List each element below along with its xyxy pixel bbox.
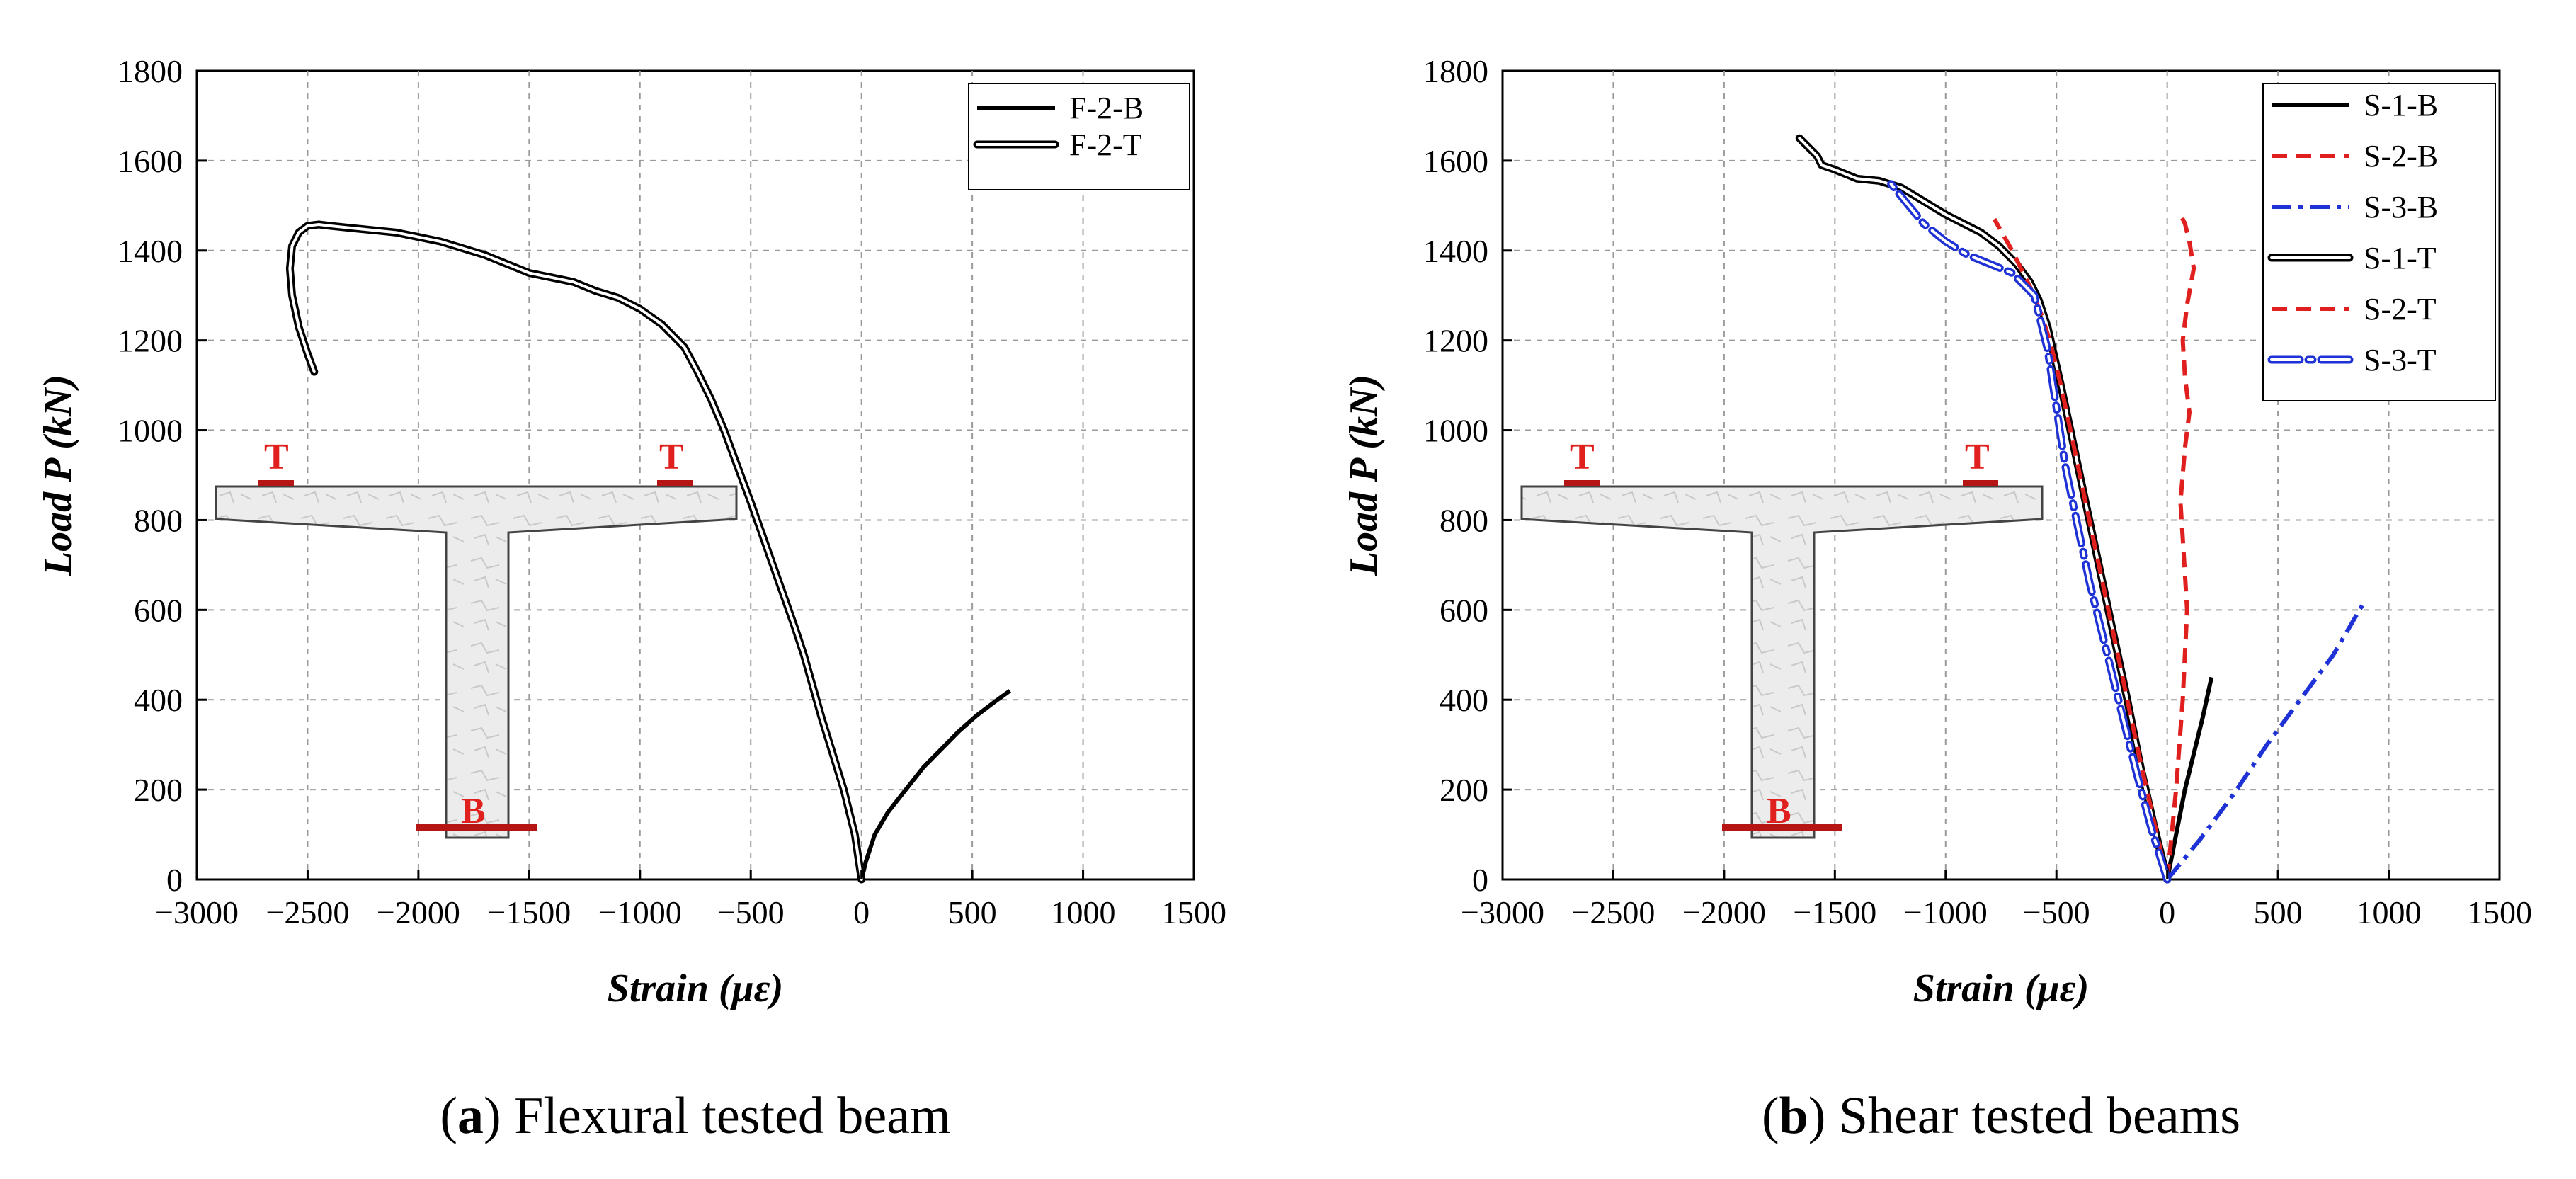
legend-a: F-2-BF-2-T	[968, 83, 1190, 190]
x-tick-label: 0	[2159, 894, 2175, 930]
x-tick-label: −1000	[598, 894, 682, 930]
x-tick-labels-b: −3000 −2500 −2000 −1500 −1000 −500 0 500 1000 150…	[1461, 870, 2532, 930]
caption-letter-a: a	[457, 1087, 484, 1145]
tbeam-inset-a: T T B	[215, 437, 738, 839]
series-s-2-b	[2165, 213, 2196, 880]
y-tick-label: 1400	[118, 233, 183, 269]
strain-gauge-top-right	[657, 480, 693, 486]
strain-gauge-bottom	[416, 824, 537, 831]
y-axis-label-b: Load P (kN)	[1342, 375, 1386, 576]
caption-letter-b: b	[1779, 1087, 1808, 1145]
legend-label-s-1-t: S-1-T	[2364, 241, 2437, 275]
x-tick-label: −3000	[155, 894, 239, 930]
y-tick-label: 1200	[118, 323, 183, 359]
x-tick-label: −1500	[1793, 894, 1876, 930]
chart-panel-a: T T B −3000 −2500 −2000 −1500 −1000 −500 0 500 1…	[36, 53, 1226, 1145]
legend-label-s-2-t: S-2-T	[2364, 292, 2437, 326]
x-tick-label: −500	[2023, 894, 2090, 930]
x-tick-label: −2000	[377, 894, 460, 930]
x-tick-label: 0	[853, 894, 870, 930]
series-s-1-b	[2165, 676, 2214, 880]
y-tick-label: 200	[134, 772, 183, 808]
x-tick-label: 500	[2254, 894, 2303, 930]
x-tick-label: 1500	[1161, 894, 1226, 930]
x-tick-label: 1000	[1051, 894, 1116, 930]
series-f-2-b	[859, 689, 1012, 880]
y-tick-label: 1000	[118, 413, 183, 449]
caption-open-paren-a: (	[440, 1087, 457, 1145]
y-tick-labels-a: 0 200 400 600 800 1000 1200 1400 1600 1800	[118, 53, 207, 898]
y-tick-label: 200	[1440, 772, 1488, 808]
caption-a: (a) Flexural tested beam	[440, 1087, 950, 1145]
series-s-1-t-inner	[1798, 137, 2169, 881]
series-s-3-t-inner	[1888, 181, 2169, 881]
y-axis-label-a: Load P (kN)	[36, 375, 80, 576]
legend-label-s-1-b: S-1-B	[2364, 88, 2438, 123]
marker-label-top-right: T	[1965, 437, 1990, 477]
strain-gauge-top-left	[258, 480, 294, 486]
y-tick-label: 1000	[1423, 413, 1488, 449]
x-tick-labels-a: −3000 −2500 −2000 −1500 −1000 −500 0 500 1000 150…	[155, 870, 1226, 930]
y-tick-label: 1600	[118, 143, 183, 179]
legend-b: S-1-B S-2-B S-3-B S-1-T S-2-T S-3-T	[2262, 83, 2496, 401]
strain-gauge-top-right	[1963, 480, 1998, 486]
y-tick-label: 1400	[1423, 233, 1488, 269]
tbeam-inset-b: T T B	[1520, 437, 2044, 839]
x-tick-label: −1000	[1904, 894, 1988, 930]
x-tick-label: −2500	[266, 894, 349, 930]
y-tick-label: 400	[134, 682, 183, 718]
y-tick-label: 0	[1472, 862, 1488, 898]
y-tick-label: 1600	[1423, 143, 1488, 179]
x-tick-label: −500	[717, 894, 785, 930]
x-tick-label: −2000	[1682, 894, 1766, 930]
marker-label-bottom: B	[461, 791, 486, 831]
legend-label-s-3-b: S-3-B	[2364, 190, 2438, 224]
strain-gauge-top-left	[1564, 480, 1600, 486]
series-f-2-t-inner	[288, 223, 863, 881]
caption-text-b: Shear tested beams	[1825, 1087, 2240, 1145]
marker-label-top-left: T	[264, 437, 289, 477]
legend-label-f-2-t: F-2-T	[1069, 127, 1142, 162]
plot-area-a: T T B	[195, 69, 1195, 884]
y-tick-label: 0	[166, 862, 183, 898]
x-tick-label: −3000	[1461, 894, 1544, 930]
caption-b: (b) Shear tested beams	[1762, 1087, 2240, 1145]
strain-gauge-bottom	[1722, 824, 1842, 831]
series-s-3-b	[2165, 604, 2364, 881]
y-tick-labels-b: 0 200 400 600 800 1000 1200 1400 1600 1800	[1423, 53, 1512, 898]
y-tick-label: 1200	[1423, 323, 1488, 359]
legend-label-s-3-t: S-3-T	[2364, 343, 2437, 377]
legend-label-f-2-b: F-2-B	[1069, 91, 1144, 125]
caption-open-paren-b: (	[1762, 1087, 1779, 1145]
y-tick-label: 600	[134, 592, 183, 628]
caption-text-a: Flexural tested beam	[501, 1087, 951, 1145]
series-layer-a	[285, 220, 1012, 884]
x-axis-label-b: Strain (με)	[1913, 967, 2090, 1010]
series-layer-b	[1795, 134, 2364, 884]
y-tick-label: 400	[1440, 682, 1488, 718]
caption-close-paren-a: )	[484, 1087, 501, 1145]
x-axis-label-a: Strain (με)	[608, 967, 784, 1010]
caption-close-paren-b: )	[1808, 1087, 1826, 1145]
x-tick-label: 1000	[2356, 894, 2422, 930]
marker-label-top-right: T	[659, 437, 684, 477]
y-tick-label: 600	[1440, 592, 1488, 628]
y-tick-label: 800	[1440, 502, 1488, 538]
x-tick-label: 500	[948, 894, 997, 930]
legend-label-s-2-b: S-2-B	[2364, 139, 2438, 173]
y-tick-label: 800	[134, 502, 183, 538]
x-tick-label: 1500	[2467, 894, 2532, 930]
grid-a	[197, 71, 1194, 879]
x-tick-label: −1500	[487, 894, 571, 930]
chart-panel-b: T T B −3000 −2500 −2000 −1500 −1000 −500 0 500 1…	[1342, 53, 2532, 1145]
y-tick-label: 1800	[118, 53, 183, 89]
x-tick-label: −2500	[1571, 894, 1655, 930]
y-tick-label: 1800	[1423, 53, 1488, 89]
marker-label-bottom: B	[1767, 791, 1791, 831]
marker-label-top-left: T	[1570, 437, 1595, 477]
